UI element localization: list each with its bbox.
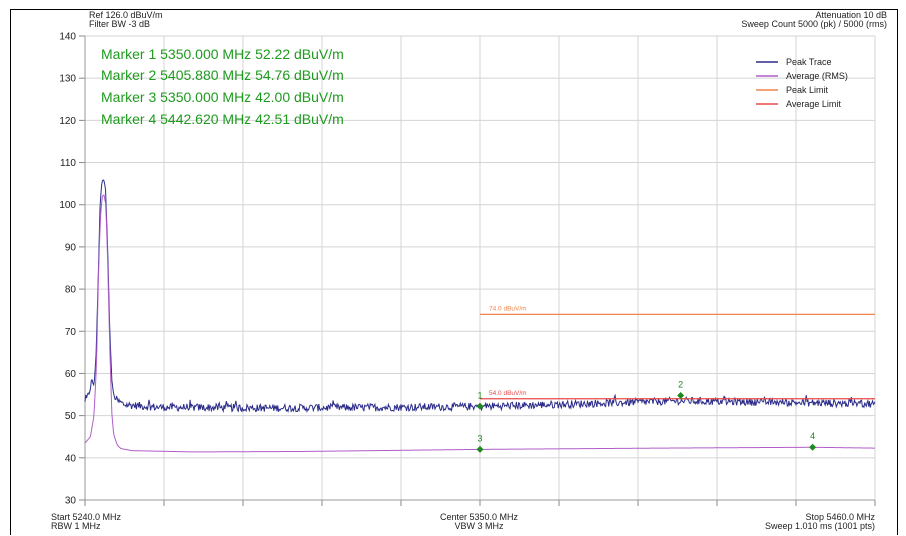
marker-readout-4: Marker 4 5442.620 MHz 42.51 dBuV/m — [101, 111, 344, 127]
y-tick-label: 90 — [65, 242, 77, 253]
y-tick-label: 140 — [59, 32, 76, 43]
marker-readout-1: Marker 1 5350.000 MHz 52.22 dBuV/m — [101, 46, 344, 62]
spectrum-chart: 30 40 50 60 70 80 90 100 110 120 130 140 74.0 dBuV/m… — [59, 32, 876, 507]
marker-readout-3: Marker 3 5350.000 MHz 42.00 dBuV/m — [101, 89, 344, 105]
vbw-label: VBW 3 MHz — [454, 521, 504, 531]
legend-entry-peak-trace: Peak Trace — [786, 57, 832, 67]
y-tick-label: 50 — [65, 411, 77, 422]
marker-3-diamond — [476, 445, 484, 453]
legend-entry-peak-limit: Peak Limit — [786, 85, 829, 95]
y-tick-label: 30 — [65, 496, 77, 507]
ref-level-label: Ref 126.0 dBuV/m — [89, 10, 163, 20]
sweep-time-label: Sweep 1.010 ms (1001 pts) — [764, 521, 875, 531]
marker-4-diamond — [809, 443, 817, 451]
average-limit-label: 54.0 dBuV/m — [489, 390, 527, 397]
y-tick-label: 60 — [65, 369, 77, 380]
peak-limit-label: 74.0 dBuV/m — [489, 305, 527, 312]
legend-entry-average-rms: Average (RMS) — [786, 71, 848, 81]
spectrum-analyzer-window: 30 40 50 60 70 80 90 100 110 120 130 140 74.0 dBuV/m… — [10, 9, 898, 535]
filter-bw-label: Filter BW -3 dB — [89, 19, 151, 29]
sweep-count-label: Sweep Count 5000 (pk) / 5000 (rms) — [741, 19, 887, 29]
y-tick-label: 70 — [65, 327, 77, 338]
y-tick-label: 130 — [59, 74, 76, 85]
rbw-label: RBW 1 MHz — [51, 521, 101, 531]
marker-1-label: 1 — [477, 390, 482, 400]
marker-2-diamond — [677, 392, 685, 400]
marker-readout-2: Marker 2 5405.880 MHz 54.76 dBuV/m — [101, 67, 344, 83]
center-frequency-label: Center 5350.0 MHz — [439, 512, 519, 522]
marker-3-label: 3 — [477, 433, 482, 443]
attenuation-label: Attenuation 10 dB — [815, 10, 887, 20]
stop-frequency-label: Stop 5460.0 MHz — [805, 512, 875, 522]
y-tick-label: 40 — [65, 453, 77, 464]
y-tick-label: 110 — [60, 158, 76, 169]
start-frequency-label: Start 5240.0 MHz — [51, 512, 122, 522]
marker-2-label: 2 — [678, 380, 683, 390]
y-tick-label: 100 — [59, 200, 76, 211]
marker-4-label: 4 — [810, 431, 815, 441]
marker-1-diamond — [476, 402, 484, 410]
legend-entry-average-limit: Average Limit — [786, 99, 841, 109]
y-tick-label: 120 — [59, 116, 76, 127]
y-tick-label: 80 — [65, 285, 77, 296]
